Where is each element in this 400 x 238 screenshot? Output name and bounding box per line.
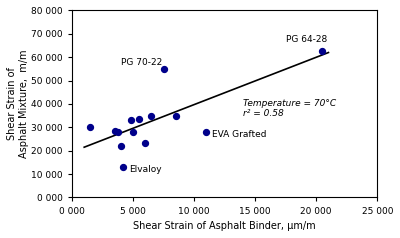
Text: PG 70-22: PG 70-22	[121, 58, 162, 67]
Point	[118, 144, 124, 148]
Point	[148, 114, 154, 118]
Point	[319, 50, 326, 53]
Point	[112, 129, 118, 133]
Point	[136, 117, 142, 121]
X-axis label: Shear Strain of Asphalt Binder, μm/m: Shear Strain of Asphalt Binder, μm/m	[133, 221, 316, 231]
Text: Temperature = 70°C
r² = 0.58: Temperature = 70°C r² = 0.58	[243, 99, 336, 118]
Point	[160, 67, 167, 71]
Point	[130, 130, 136, 134]
Point	[127, 119, 134, 122]
Point	[172, 114, 179, 118]
Point	[87, 125, 94, 129]
Y-axis label: Shear Strain of
Asphalt Mixture,  m/m: Shear Strain of Asphalt Mixture, m/m	[7, 50, 28, 158]
Text: PG 64-28: PG 64-28	[286, 35, 327, 44]
Point	[115, 130, 122, 134]
Point	[203, 130, 210, 134]
Text: EVA Grafted: EVA Grafted	[212, 130, 267, 139]
Text: Elvaloy: Elvaloy	[129, 165, 162, 174]
Point	[120, 165, 126, 169]
Point	[142, 141, 148, 144]
